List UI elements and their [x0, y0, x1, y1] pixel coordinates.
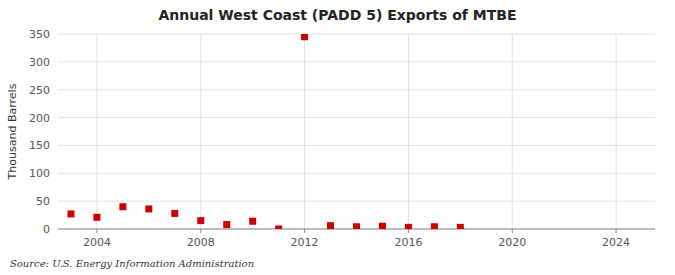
y-tick-label: 100	[29, 167, 50, 180]
x-tick	[304, 229, 305, 233]
x-grid-line	[304, 34, 305, 229]
point	[119, 203, 126, 210]
point	[93, 214, 100, 221]
x-tick-label: 2020	[498, 236, 526, 249]
x-grid-line	[200, 34, 201, 229]
y-grid-line	[58, 61, 655, 62]
x-tick	[616, 229, 617, 233]
point	[223, 221, 230, 228]
point	[301, 34, 308, 40]
x-tick	[200, 229, 201, 233]
x-tick-label: 2012	[291, 236, 319, 249]
x-tick-label: 2016	[394, 236, 422, 249]
point	[457, 224, 464, 229]
x-tick-label: 2004	[83, 236, 111, 249]
y-grid-line	[58, 145, 655, 146]
point	[197, 217, 204, 224]
x-grid-line	[512, 34, 513, 229]
chart: Annual West Coast (PADD 5) Exports of MT…	[0, 0, 675, 275]
y-tick-label: 200	[29, 112, 50, 125]
source-note: Source: U.S. Energy Information Administ…	[10, 258, 254, 269]
y-tick-label: 350	[29, 28, 50, 41]
y-tick-label: 150	[29, 139, 50, 152]
point	[275, 226, 282, 230]
x-tick	[512, 229, 513, 233]
point	[379, 223, 386, 229]
y-grid-line	[58, 34, 655, 35]
y-grid-line	[58, 201, 655, 202]
point	[431, 223, 438, 229]
points	[67, 34, 463, 229]
y-grid-line	[58, 173, 655, 174]
y-tick-label: 300	[29, 56, 50, 69]
point	[249, 218, 256, 225]
x-grid-line	[408, 34, 409, 229]
y-grid-line	[58, 117, 655, 118]
y-grid-line	[58, 89, 655, 90]
point	[67, 210, 74, 217]
y-axis-label: Thousand Barrels	[6, 83, 19, 180]
y-tick-label: 50	[36, 195, 50, 208]
y-tick-label: 0	[43, 223, 50, 236]
x-tick-label: 2008	[187, 236, 215, 249]
x-grid-line	[96, 34, 97, 229]
x-tick	[96, 229, 97, 233]
grid	[58, 34, 655, 229]
x-tick-label: 2024	[602, 236, 630, 249]
point	[145, 205, 152, 212]
point	[405, 224, 412, 229]
x-tick	[408, 229, 409, 233]
title: Annual West Coast (PADD 5) Exports of MT…	[158, 7, 516, 23]
point	[171, 210, 178, 217]
point	[353, 223, 360, 229]
x-grid-line	[616, 34, 617, 229]
y-tick-label: 250	[29, 84, 50, 97]
point	[327, 222, 334, 229]
